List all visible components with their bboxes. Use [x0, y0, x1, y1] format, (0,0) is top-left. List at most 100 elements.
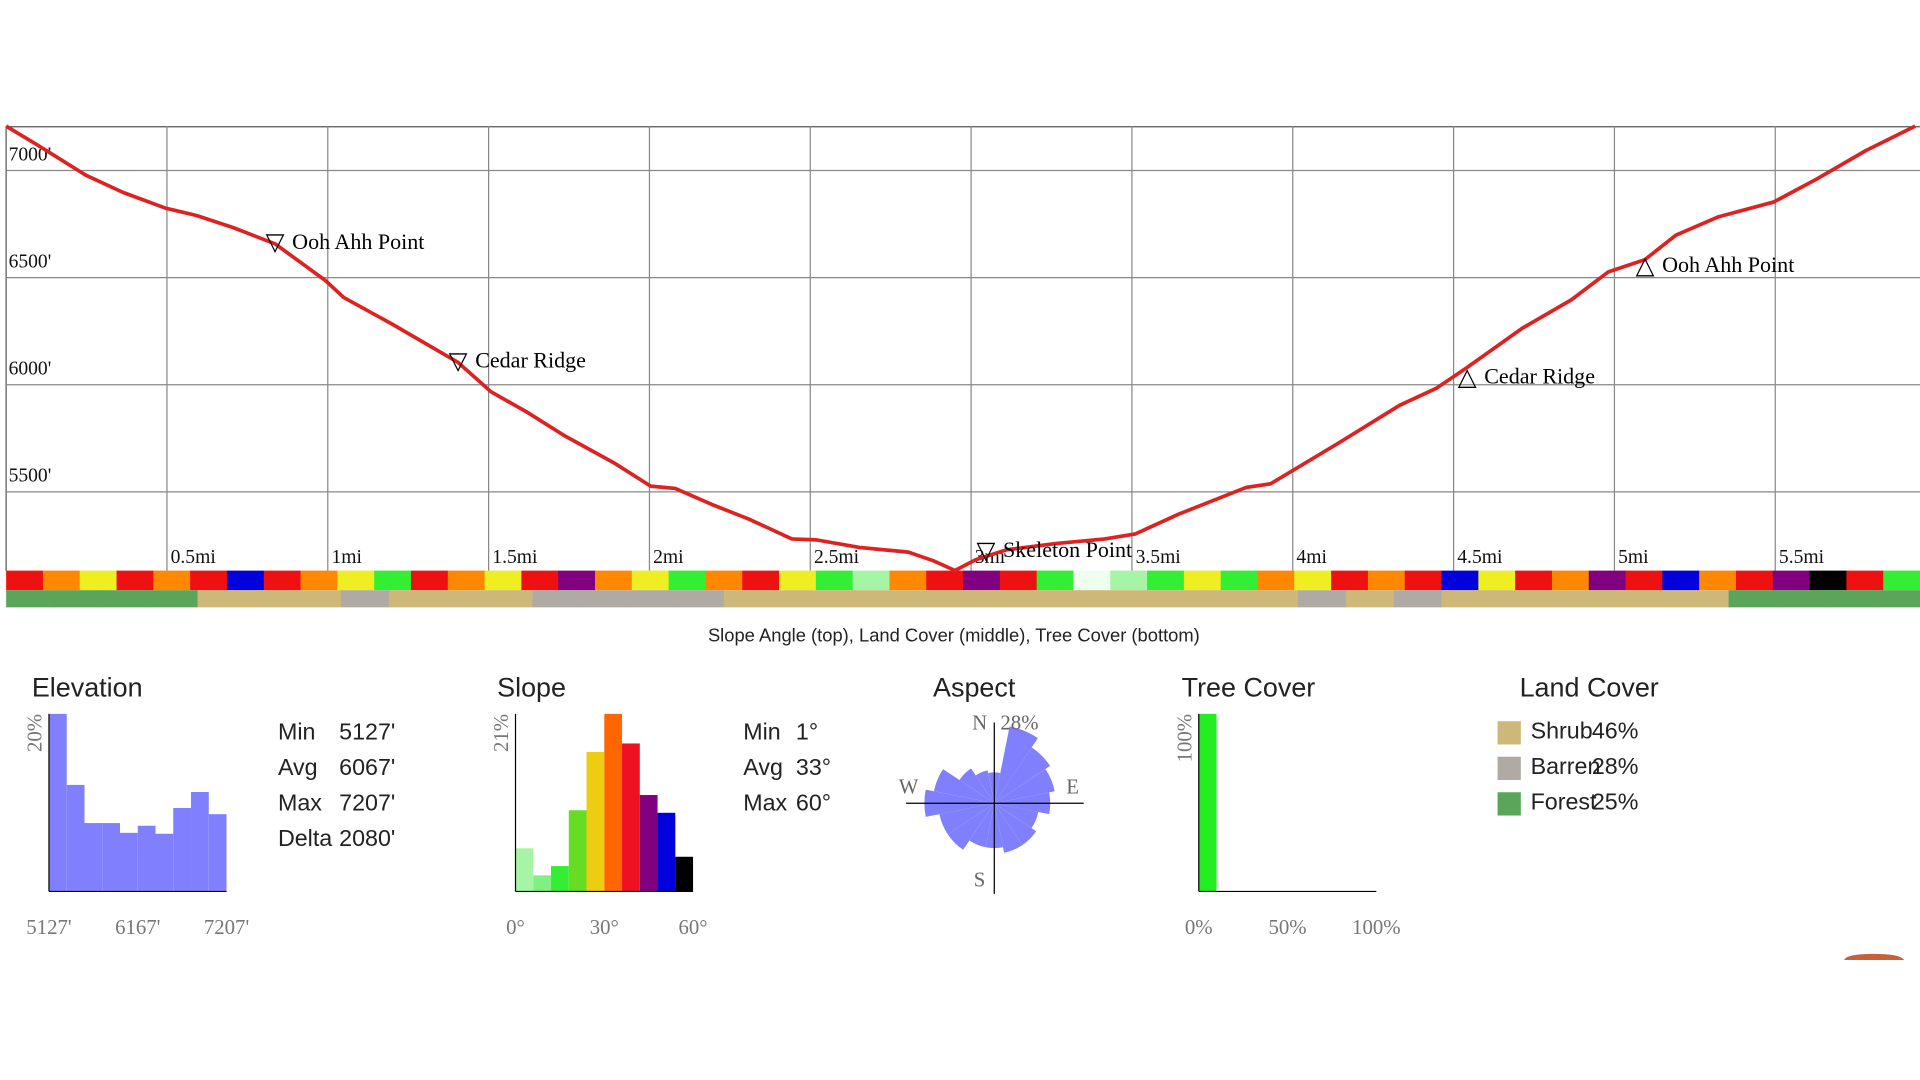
- land-strip-cell: [1106, 590, 1156, 608]
- land-strip-cell: [1345, 590, 1395, 608]
- waypoint-marker: ▽: [976, 537, 995, 564]
- slope-strip-cell: [447, 570, 486, 591]
- y-tick-label: 7000': [9, 144, 52, 165]
- x-tick-label: 100%: [1352, 915, 1401, 939]
- slope-strip-cell: [999, 570, 1038, 591]
- land-strip-cell: [1728, 590, 1778, 608]
- x-tick-label: 2mi: [653, 547, 684, 568]
- y-tick-label: 5500': [9, 466, 52, 487]
- land-strip-cell: [1202, 590, 1251, 608]
- land-strip-cell: [293, 590, 342, 608]
- aspect-wedge: [975, 770, 995, 804]
- x-tick-label: 5.5mi: [1779, 547, 1825, 568]
- histogram-bar: [604, 713, 623, 892]
- land-strip-cell: [1585, 590, 1634, 608]
- land-strip-cell: [867, 590, 916, 608]
- x-tick-label: 5127': [26, 915, 71, 939]
- slope-strip-cell: [42, 570, 81, 591]
- slope-strip-cell: [668, 570, 707, 591]
- land-strip-cell: [436, 590, 486, 608]
- aspect-wedge: [969, 803, 995, 848]
- land-strip-cell: [1489, 590, 1538, 608]
- slope-strip-cell: [1183, 570, 1222, 591]
- stat-label: Avg: [278, 754, 318, 780]
- histogram-bar: [84, 823, 103, 892]
- slope-strip-cell: [1809, 570, 1848, 591]
- aspect-wedge: [994, 803, 1039, 829]
- histogram-bar: [1198, 713, 1217, 892]
- slope-strip-cell: [1883, 570, 1920, 591]
- slope-strip-cell: [1772, 570, 1811, 591]
- legend-swatch: [1497, 792, 1521, 816]
- y-tick-label: 6000': [9, 359, 52, 380]
- aspect-wedge: [994, 803, 1037, 846]
- slope-strip-cell: [1441, 570, 1479, 591]
- stat-value: 5127': [339, 719, 395, 745]
- slope-strip-cell: [1404, 570, 1443, 591]
- waypoint-label: Skeleton Point: [1003, 537, 1132, 562]
- land-strip-cell: [101, 590, 151, 608]
- waypoint-label: Ooh Ahh Point: [1662, 252, 1794, 277]
- slope-strip-cell: [1588, 570, 1627, 591]
- land-strip-cell: [628, 590, 677, 608]
- histogram-bar: [173, 807, 192, 892]
- histogram-bar: [137, 825, 156, 892]
- slope-strip-cell: [889, 570, 927, 591]
- stat-value: 7207': [339, 790, 395, 816]
- compass-label: N: [972, 711, 987, 735]
- slope-strip-cell: [1294, 570, 1332, 591]
- waypoint-marker: ▽: [449, 348, 468, 375]
- aspect-wedge: [994, 726, 1038, 804]
- stat-label: Min: [278, 719, 315, 745]
- slope-strip-cell: [595, 570, 633, 591]
- x-tick-label: 5mi: [1618, 547, 1649, 568]
- y-tick-label: 100%: [1172, 714, 1196, 763]
- slope-strip-cell: [1699, 570, 1737, 591]
- slope-strip-cell: [116, 570, 154, 591]
- slope-strip-cell: [926, 570, 964, 591]
- stat-value: 6067': [339, 754, 395, 780]
- corner-button[interactable]: [1844, 953, 1905, 960]
- slope-strip-cell: [1036, 570, 1075, 591]
- panel-title: Elevation: [32, 672, 143, 702]
- land-strip-cell: [1250, 590, 1299, 608]
- aspect-wedge: [933, 769, 995, 804]
- land-strip-cell: [1632, 590, 1682, 608]
- slope-strip-cell: [705, 570, 743, 591]
- stat-label: Max: [743, 790, 787, 816]
- land-strip-cell: [532, 590, 581, 608]
- slope-strip-cell: [521, 570, 559, 591]
- panel-title: Tree Cover: [1182, 672, 1316, 702]
- histogram-bar: [120, 832, 138, 892]
- x-tick-label: 2.5mi: [814, 547, 860, 568]
- waypoint-label: Cedar Ridge: [475, 348, 586, 373]
- legend-label: Shrub: [1531, 717, 1593, 743]
- histogram-bar: [533, 875, 552, 892]
- histogram-bar: [639, 795, 658, 892]
- aspect-wedge: [947, 803, 995, 850]
- legend-label: Barren: [1531, 753, 1601, 779]
- aspect-wedge: [994, 769, 1055, 804]
- waypoint-marker: △: [1636, 252, 1655, 279]
- stat-value: 33°: [796, 754, 831, 780]
- slope-strip-cell: [815, 570, 854, 591]
- histogram-bar: [622, 743, 640, 892]
- land-strip-cell: [915, 590, 964, 608]
- x-tick-label: 4.5mi: [1457, 547, 1503, 568]
- slope-strip-cell: [1073, 570, 1111, 591]
- stat-value: 2080': [339, 825, 395, 851]
- histogram-bar: [551, 866, 569, 892]
- land-strip-cell: [1824, 590, 1873, 608]
- x-tick-label: 1.5mi: [492, 547, 538, 568]
- land-strip-cell: [1680, 590, 1730, 608]
- stat-value: 60°: [796, 790, 831, 816]
- land-strip-cell: [771, 590, 821, 608]
- legend-label: Forest: [1531, 788, 1597, 814]
- histogram-bar: [657, 812, 676, 892]
- slope-strip-cell: [1367, 570, 1406, 591]
- x-tick-label: 6167': [115, 915, 160, 939]
- stat-label: Delta: [278, 825, 332, 851]
- panel-title: Slope: [497, 672, 566, 702]
- strip-caption: Slope Angle (top), Land Cover (middle), …: [708, 625, 1200, 646]
